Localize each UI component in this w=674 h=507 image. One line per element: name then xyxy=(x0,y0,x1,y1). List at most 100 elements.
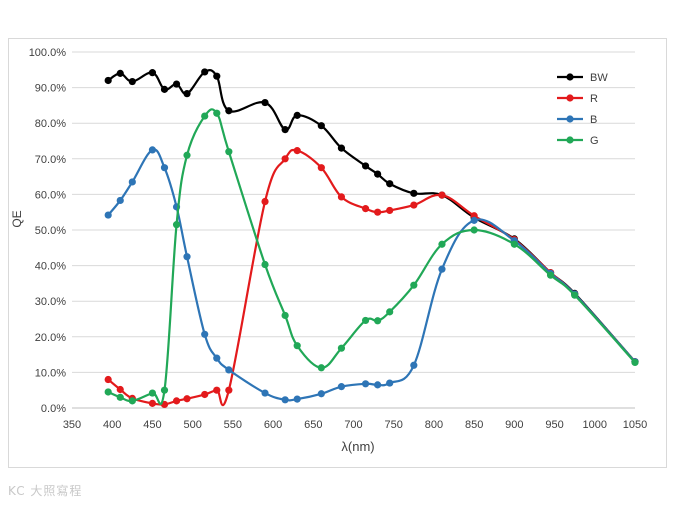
y-tick-label: 40.0% xyxy=(35,261,66,273)
legend-item-b: B xyxy=(557,114,597,126)
series-b xyxy=(104,146,639,404)
data-point xyxy=(213,72,221,80)
data-point xyxy=(293,147,301,155)
data-point xyxy=(225,148,233,156)
legend-swatch-marker xyxy=(566,115,574,123)
grid-lines xyxy=(72,51,635,373)
data-point xyxy=(374,208,382,216)
data-point xyxy=(386,379,394,387)
y-tick-label: 30.0% xyxy=(35,296,66,308)
data-point xyxy=(571,291,579,299)
data-point xyxy=(281,126,289,134)
data-point xyxy=(104,375,112,384)
data-point xyxy=(546,271,555,279)
data-point xyxy=(510,240,518,248)
x-tick-label: 600 xyxy=(264,419,282,431)
data-point xyxy=(183,395,191,403)
data-point xyxy=(317,164,325,172)
data-point xyxy=(410,189,418,197)
x-tick-label: 700 xyxy=(344,419,362,431)
x-tick-label: 1050 xyxy=(623,419,647,431)
data-point xyxy=(261,197,269,206)
watermark-text: KC 大照寫程 xyxy=(8,484,83,498)
x-tick-label: 750 xyxy=(385,419,403,431)
y-tick-label: 50.0% xyxy=(35,225,66,237)
data-point xyxy=(374,170,382,178)
data-point xyxy=(116,69,124,77)
data-point xyxy=(438,240,446,248)
data-point xyxy=(361,380,370,388)
data-point xyxy=(361,205,370,213)
data-point xyxy=(410,361,418,369)
x-tick-label: 450 xyxy=(143,419,161,431)
x-axis-label: λ(nm) xyxy=(341,439,374,454)
watermark-logo: KC 大照寫程 xyxy=(8,482,82,499)
y-tick-labels: 0.0% 10.0% 20.0% 30.0% 40.0% 50.0% 60.0% 70.0% 8… xyxy=(29,47,67,415)
x-tick-label: 400 xyxy=(103,419,121,431)
data-point xyxy=(261,260,269,269)
data-point xyxy=(293,111,301,119)
data-point xyxy=(213,386,221,394)
y-tick-label: 60.0% xyxy=(35,189,66,201)
data-point xyxy=(148,69,157,77)
legend-swatch-marker xyxy=(566,94,574,102)
data-point xyxy=(160,164,169,172)
data-point xyxy=(386,206,394,215)
data-point xyxy=(160,85,169,93)
data-point xyxy=(160,386,169,394)
data-point xyxy=(470,216,478,224)
legend-label: B xyxy=(590,114,597,126)
data-point xyxy=(281,155,289,163)
x-tick-label: 650 xyxy=(304,419,322,431)
series-r xyxy=(104,147,639,409)
y-tick-label: 0.0% xyxy=(41,403,66,415)
data-point xyxy=(438,265,446,273)
x-tick-label: 350 xyxy=(63,419,81,431)
data-point xyxy=(148,389,157,397)
y-tick-label: 100.0% xyxy=(29,47,67,59)
data-point xyxy=(172,397,181,405)
data-point xyxy=(116,393,124,401)
x-tick-label: 1000 xyxy=(583,419,607,431)
data-point xyxy=(361,162,370,170)
data-point xyxy=(104,388,112,396)
qe-line-chart: 0.0% 10.0% 20.0% 30.0% 40.0% 50.0% 60.0% 70.0% 8… xyxy=(10,47,647,454)
data-point xyxy=(261,98,269,107)
data-point xyxy=(213,109,221,117)
data-point xyxy=(361,316,370,325)
data-point xyxy=(337,344,346,352)
data-point xyxy=(148,146,157,154)
data-point xyxy=(293,342,301,350)
x-tick-label: 850 xyxy=(465,419,483,431)
y-tick-label: 90.0% xyxy=(35,83,66,95)
series-layer xyxy=(104,68,639,409)
data-point xyxy=(201,112,209,120)
x-tick-label: 950 xyxy=(545,419,563,431)
data-point xyxy=(183,151,191,159)
data-point xyxy=(128,178,136,186)
data-point xyxy=(201,330,209,338)
chart-frame: 0.0% 10.0% 20.0% 30.0% 40.0% 50.0% 60.0% 70.0% 8… xyxy=(8,38,667,468)
data-point xyxy=(201,390,209,399)
data-point xyxy=(128,77,136,86)
y-tick-label: 80.0% xyxy=(35,118,66,130)
data-point xyxy=(201,68,209,76)
data-point xyxy=(104,211,112,219)
series-line-b xyxy=(107,148,636,402)
data-point xyxy=(317,364,325,372)
data-point xyxy=(213,354,221,362)
data-point xyxy=(386,308,394,316)
data-point xyxy=(631,358,639,367)
data-point xyxy=(386,180,394,188)
data-point xyxy=(128,397,136,405)
data-point xyxy=(116,196,124,205)
x-tick-label: 500 xyxy=(183,419,201,431)
data-point xyxy=(374,317,382,325)
y-axis-label: QE xyxy=(10,210,24,227)
data-point xyxy=(470,226,478,234)
data-point xyxy=(281,311,289,320)
data-point xyxy=(293,395,301,403)
data-point xyxy=(148,399,157,407)
legend-item-bw: BW xyxy=(557,72,608,84)
data-point xyxy=(281,396,289,404)
